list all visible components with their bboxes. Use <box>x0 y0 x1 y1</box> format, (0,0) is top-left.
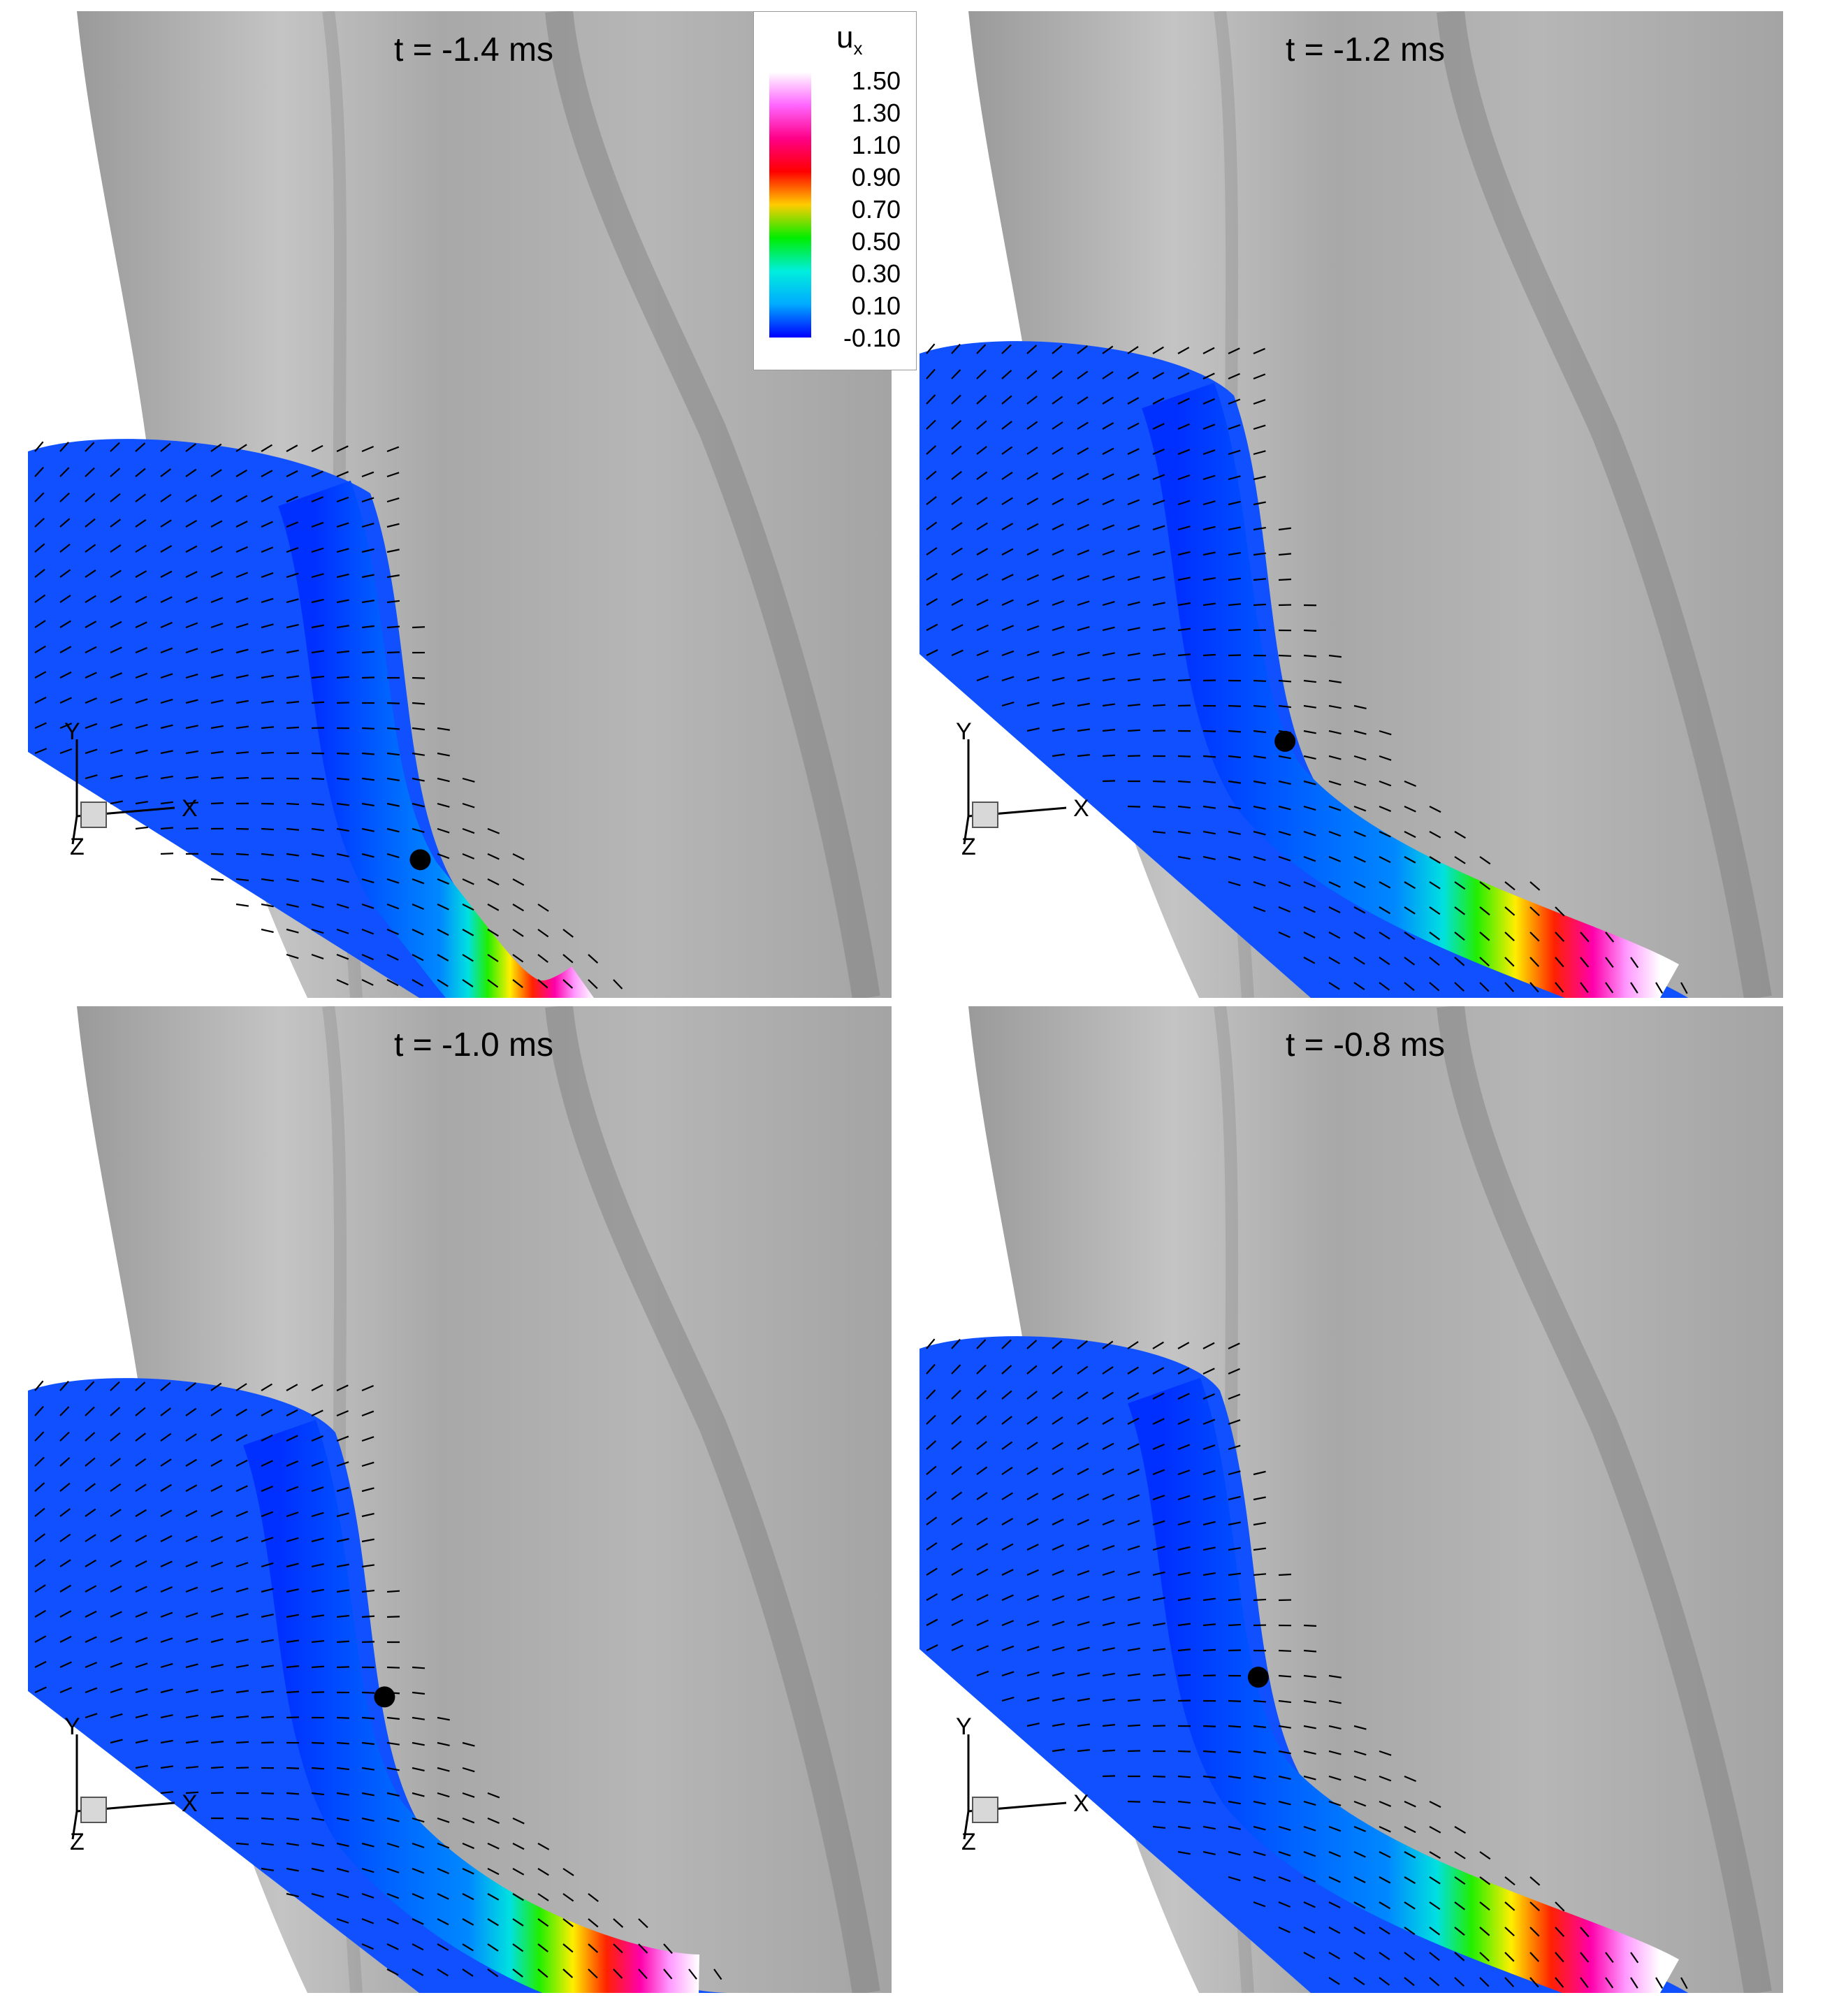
legend-level: 0.30 <box>851 259 901 288</box>
axis-label-x: X <box>1073 1790 1089 1817</box>
legend-level: 0.90 <box>851 163 901 191</box>
legend-level: 0.50 <box>851 227 901 256</box>
flow-render <box>920 1006 1783 1993</box>
axis-label-y: Y <box>64 718 80 745</box>
probe-marker <box>409 849 431 871</box>
panel-4: t = -0.8 ms Y X Z <box>920 1006 1811 1993</box>
legend-level: 0.70 <box>851 195 901 224</box>
vector-field <box>34 1380 722 1980</box>
axis-label-x: X <box>182 1790 198 1817</box>
flow-render <box>920 11 1783 998</box>
panel-3: t = -1.0 ms Y X Z <box>28 1006 920 1993</box>
axis-label-y: Y <box>956 1713 972 1740</box>
axis-triad <box>963 739 1067 845</box>
gradient-band <box>1127 1377 1679 1993</box>
panel-title: t = -1.2 ms <box>1285 31 1446 68</box>
axis-label-y: Y <box>956 718 972 745</box>
flow-render <box>28 1006 892 1993</box>
axis-label-x: X <box>182 795 198 822</box>
gradient-band <box>242 1419 701 1993</box>
legend-level: 1.50 <box>851 66 901 95</box>
legend-level: 1.30 <box>851 99 901 127</box>
velocity-slice <box>920 341 1688 998</box>
panel-1: t = -1.4 ms Y X Z <box>28 11 920 998</box>
axis-triad <box>71 739 175 845</box>
probe-marker <box>1274 730 1296 752</box>
axis-label-z: Z <box>70 834 85 860</box>
vector-field <box>34 441 623 989</box>
panel-title: t = -1.4 ms <box>393 31 554 68</box>
panel-2: t = -1.2 ms Y X Z <box>920 11 1811 998</box>
axis-triad <box>71 1734 175 1840</box>
legend-level: 1.10 <box>851 131 901 159</box>
velocity-slice <box>920 1336 1688 1993</box>
gradient-band <box>1141 382 1679 998</box>
legend-level: -0.10 <box>843 324 901 352</box>
probe-marker <box>374 1686 395 1708</box>
panel-title: t = -0.8 ms <box>1285 1027 1446 1064</box>
legend-title: ux <box>836 20 863 59</box>
legend-colorbar <box>769 72 811 338</box>
probe-marker <box>1247 1667 1269 1688</box>
gradient-band <box>277 480 594 998</box>
velocity-slice <box>28 1378 727 1993</box>
axis-label-z: Z <box>961 1829 976 1855</box>
axis-label-z: Z <box>70 1829 85 1855</box>
legend-level: 0.10 <box>851 291 901 320</box>
axis-triad <box>963 1734 1067 1840</box>
axis-label-x: X <box>1073 795 1089 822</box>
vector-field <box>926 343 1688 994</box>
color-legend: ux 1.50 1.30 1.10 0.90 0.70 0.50 0.30 0.10 -0.10 <box>753 11 917 370</box>
panel-title: t = -1.0 ms <box>393 1027 554 1064</box>
flow-render <box>28 11 892 998</box>
vector-field <box>926 1338 1688 1989</box>
axis-label-y: Y <box>64 1713 80 1740</box>
axis-label-z: Z <box>961 834 976 860</box>
